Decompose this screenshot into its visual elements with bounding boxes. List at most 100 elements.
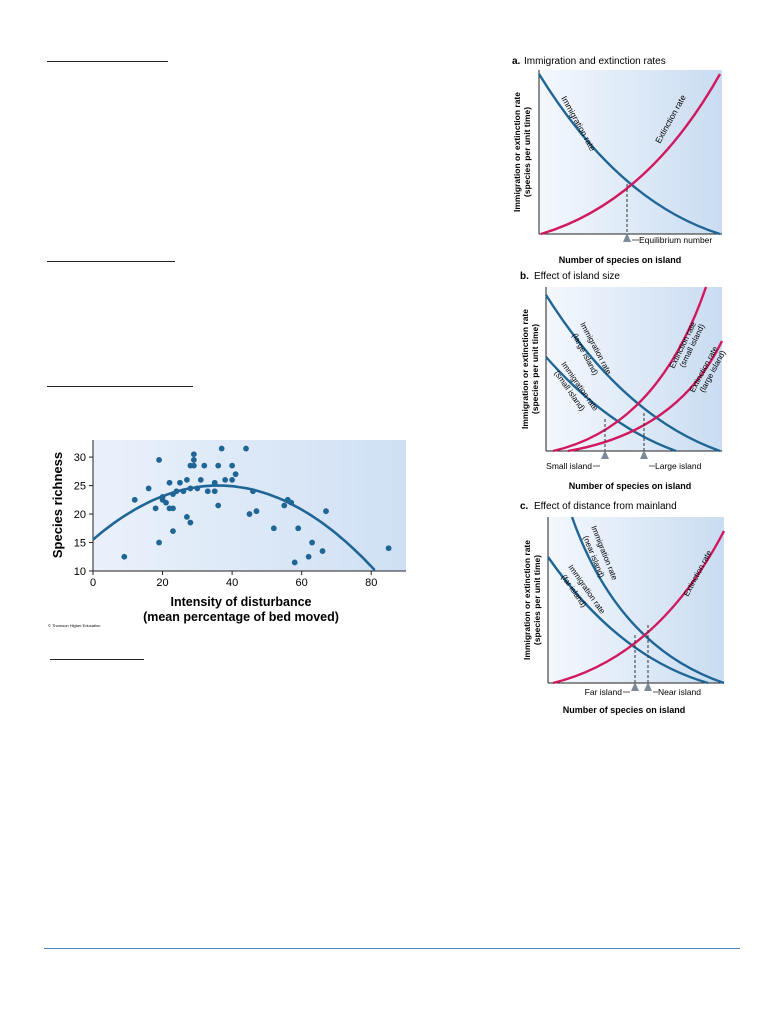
- scatter-point: [197, 476, 204, 483]
- scatter-point: [131, 496, 138, 503]
- panel-c-near-island-label: Near island: [658, 687, 701, 697]
- scatter-point: [323, 508, 329, 515]
- disturbance-scatter-chart: 10 15 20 25 30 0 20 40 60 80 Species richness In…: [48, 440, 406, 628]
- panel-a-plot-area: [539, 70, 722, 234]
- scatter-credit: © Thomson Higher Education: [48, 623, 100, 628]
- scatter-point: [166, 479, 173, 486]
- scatter-fit-curve: [92, 484, 376, 571]
- scatter-point: [170, 528, 176, 535]
- panel-c-far-arrow: [631, 682, 639, 691]
- panel-c-letter: c.: [520, 501, 529, 512]
- scatter-point: [291, 559, 298, 566]
- scatter-point: [194, 485, 201, 492]
- panel-b-small-arrow: [601, 450, 609, 459]
- scatter-point: [295, 525, 302, 532]
- panel-a-y-label-1: Immigration or extinction rate: [512, 92, 522, 212]
- scatter-point: [184, 476, 190, 483]
- panel-a-equilibrium-arrow: [623, 233, 631, 242]
- panel-c-far-island-label: Far island: [585, 687, 623, 697]
- blank-heading-line-4: [50, 659, 144, 660]
- scatter-point: [218, 445, 225, 452]
- panel-a-immigration-curve: [537, 73, 721, 236]
- panel-c-figure: c. Effect of distance from mainland Far …: [520, 501, 726, 715]
- scatter-point: [170, 505, 176, 512]
- scatter-x-tick-label: 60: [296, 577, 308, 589]
- scatter-point: [156, 457, 162, 463]
- panel-b-y-label-2: (species per unit time): [530, 324, 540, 414]
- panel-c-immigration-far-curve: [547, 556, 709, 685]
- scatter-y-tick-label: 30: [74, 452, 86, 464]
- scatter-x-tick-label: 40: [226, 577, 238, 589]
- panel-a-letter: a.: [512, 56, 521, 67]
- panel-a-equilibrium-label: Equilibrium number: [639, 235, 712, 245]
- scatter-y-tick-label: 25: [74, 481, 86, 493]
- scatter-y-tick-label: 20: [74, 509, 86, 521]
- panel-c-x-label: Number of species on island: [563, 705, 686, 715]
- scatter-point: [177, 479, 183, 486]
- panel-a-x-label: Number of species on island: [559, 255, 682, 265]
- scatter-point: [250, 488, 256, 495]
- scatter-x-axis-label-line2: (mean percentage of bed moved): [143, 610, 339, 624]
- scatter-x-tick-label: 20: [156, 577, 168, 589]
- scatter-point: [204, 488, 211, 495]
- scatter-point: [190, 451, 197, 458]
- panel-a-extinction-curve: [540, 73, 722, 236]
- panel-a-y-label-2: (species per unit time): [522, 107, 532, 197]
- scatter-point: [385, 545, 392, 552]
- scatter-point: [232, 471, 239, 478]
- panel-b-immigration-large-curve: [544, 294, 721, 453]
- panel-b-large-arrow: [640, 450, 648, 459]
- panel-c-immigration-near-curve: [570, 516, 725, 685]
- panel-b-letter: b.: [520, 271, 529, 282]
- scatter-point: [246, 511, 253, 517]
- scatter-point: [319, 548, 326, 554]
- scatter-point: [229, 462, 236, 469]
- scatter-point: [211, 479, 218, 486]
- scatter-point: [211, 488, 218, 495]
- blank-heading-line-3: [47, 386, 193, 387]
- panel-b-figure: b. Effect of island size Small island La…: [520, 271, 728, 491]
- scatter-x-tick-label: 80: [365, 577, 377, 589]
- scatter-point: [152, 505, 159, 512]
- scatter-point: [201, 462, 208, 469]
- scatter-point: [173, 488, 180, 495]
- scatter-point: [187, 519, 194, 526]
- panel-c-plot-area: [548, 517, 724, 683]
- scatter-point: [288, 499, 295, 506]
- panel-a-title: Immigration and extinction rates: [524, 56, 666, 67]
- panel-b-immigration-small-curve: [545, 356, 677, 453]
- panel-b-plot-area: [546, 287, 722, 451]
- scatter-point: [184, 513, 190, 520]
- panel-b-extinction-small-curve: [552, 286, 708, 453]
- scatter-point: [243, 445, 249, 452]
- scatter-point: [163, 499, 169, 506]
- blank-heading-line-2: [47, 261, 175, 262]
- blank-heading-line-1: [47, 61, 168, 62]
- panel-b-extinction-large-curve: [567, 340, 724, 453]
- panel-c-y-label-2: (species per unit time): [532, 555, 542, 645]
- panel-a-figure: a. Immigration and extinction rates Equi…: [512, 56, 722, 265]
- scatter-point: [281, 502, 288, 509]
- scatter-point: [121, 553, 128, 560]
- scatter-x-tick-label: 0: [90, 577, 96, 589]
- footer-rule: [44, 948, 740, 949]
- panel-b-title: Effect of island size: [534, 271, 620, 282]
- scatter-point: [215, 462, 222, 469]
- scatter-y-tick-label: 15: [74, 538, 86, 550]
- scatter-x-axis-label-line1: Intensity of disturbance: [171, 595, 312, 609]
- panel-b-x-label: Number of species on island: [569, 481, 692, 491]
- scatter-point: [190, 457, 197, 463]
- panel-b-small-island-label: Small island: [546, 461, 592, 471]
- scatter-point: [270, 525, 277, 532]
- panel-b-large-island-label: Large island: [655, 461, 702, 471]
- scatter-point: [156, 539, 162, 546]
- scatter-point: [145, 485, 152, 492]
- panel-b-y-label-1: Immigration or extinction rate: [520, 309, 530, 429]
- scatter-point: [305, 553, 312, 560]
- scatter-point: [187, 485, 194, 492]
- panel-c-title: Effect of distance from mainland: [534, 501, 677, 512]
- panel-c-y-label-1: Immigration or extinction rate: [522, 540, 532, 660]
- panel-c-near-arrow: [644, 682, 652, 691]
- scatter-y-tick-label: 10: [74, 566, 86, 578]
- scatter-point: [190, 462, 197, 469]
